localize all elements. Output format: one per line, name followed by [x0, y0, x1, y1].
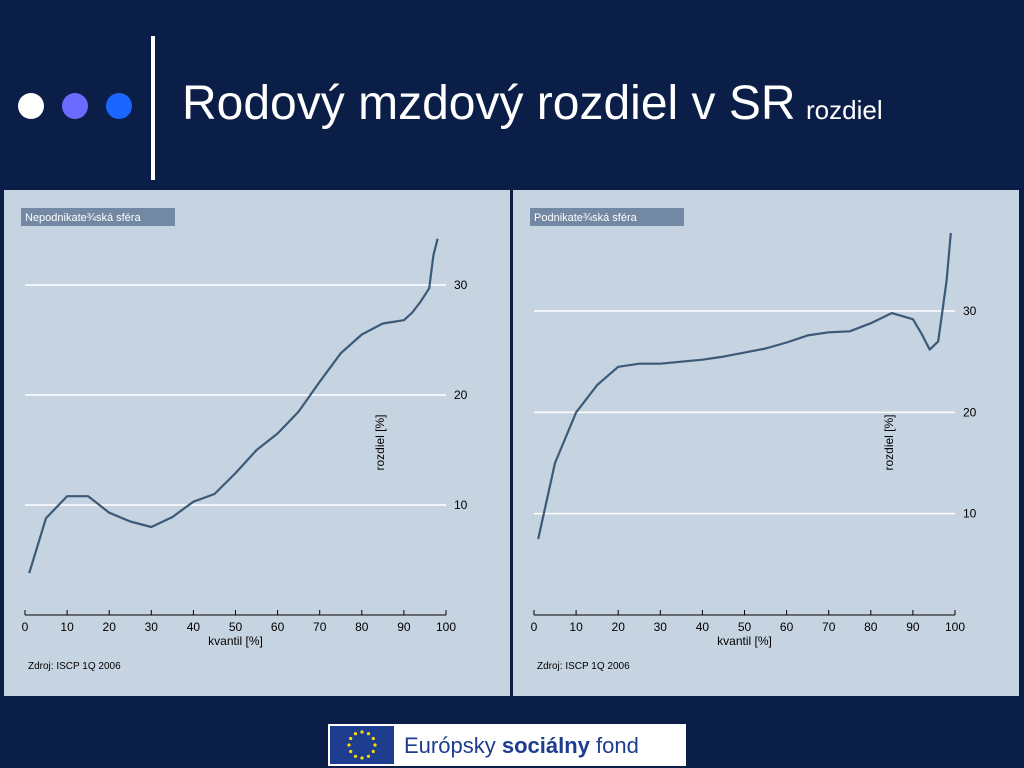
- x-tick-label: 20: [103, 620, 117, 634]
- eu-star-icon: [353, 754, 358, 758]
- blue-dot-icon: [106, 93, 132, 119]
- esf-text-suffix: fond: [596, 733, 639, 758]
- x-tick-label: 40: [696, 620, 710, 634]
- y-tick-label: 20: [963, 405, 977, 419]
- y-tick-label: 30: [963, 304, 977, 318]
- violet-dot-icon: [62, 93, 88, 119]
- eu-star-icon: [347, 743, 351, 747]
- x-tick-label: 90: [397, 620, 411, 634]
- x-tick-label: 80: [864, 620, 878, 634]
- x-tick-label: 80: [355, 620, 369, 634]
- slide-title-main: Rodový mzdový rozdiel v SR: [182, 77, 796, 130]
- y-axis-label: rozdiel [%]: [882, 414, 896, 470]
- slide-title: Rodový mzdový rozdiel v SR rozdiel: [182, 76, 883, 131]
- x-tick-label: 50: [738, 620, 752, 634]
- chart-source: Zdroj: ISCP 1Q 2006: [537, 661, 630, 672]
- esf-text-bold: sociálny: [501, 733, 590, 758]
- x-axis-label: kvantil [%]: [717, 634, 772, 648]
- x-tick-label: 10: [569, 620, 583, 634]
- x-axis-label: kvantil [%]: [208, 634, 263, 648]
- x-tick-label: 100: [436, 620, 456, 634]
- esf-text: Európsky sociálny fond: [404, 733, 639, 759]
- x-tick-label: 30: [654, 620, 668, 634]
- x-tick-label: 30: [145, 620, 159, 634]
- y-tick-label: 10: [963, 507, 977, 521]
- chart-title: Podnikate¾ská sféra: [534, 212, 638, 224]
- eu-star-icon: [366, 732, 371, 736]
- x-tick-label: 0: [22, 620, 29, 634]
- x-tick-label: 70: [822, 620, 836, 634]
- x-tick-label: 0: [531, 620, 538, 634]
- chart-title-box: [530, 208, 684, 226]
- series-line: [28, 238, 439, 574]
- chart-nonbusiness: Nepodnikate¾ská sféra 10 20 30 0 10 20 30 40 50 60…: [21, 208, 468, 648]
- chart-business: Podnikate¾ská sféra 10 20 30 0 10 20 30 40 50 60 70…: [530, 208, 977, 648]
- white-dot-icon: [18, 93, 44, 119]
- x-tick-label: 10: [60, 620, 74, 634]
- eu-star-icon: [360, 730, 364, 734]
- x-tick-label: 100: [945, 620, 965, 634]
- chart-title-box: [21, 208, 175, 226]
- x-tick-label: 70: [313, 620, 327, 634]
- eu-star-icon: [366, 754, 371, 758]
- x-tick-label: 40: [187, 620, 201, 634]
- eu-flag-icon: [330, 726, 394, 764]
- esf-text-prefix: Európsky: [404, 733, 496, 758]
- slide-title-subtitle: rozdiel: [806, 95, 883, 125]
- y-tick-label: 20: [454, 388, 468, 402]
- chart-title: Nepodnikate¾ská sféra: [25, 212, 141, 224]
- y-tick-label: 10: [454, 498, 468, 512]
- chart-source: Zdroj: ISCP 1Q 2006: [28, 661, 121, 672]
- y-tick-label: 30: [454, 278, 468, 292]
- eu-star-icon: [373, 743, 377, 747]
- x-tick-label: 20: [612, 620, 626, 634]
- chart-panel-nonbusiness: Nepodnikate¾ská sféra 10 20 30 0 10 20 30 40 50 60…: [4, 190, 510, 696]
- series-line: [537, 232, 952, 540]
- eu-star-icon: [360, 756, 364, 760]
- x-tick-label: 50: [229, 620, 243, 634]
- esf-logo: Európsky sociálny fond: [326, 722, 688, 768]
- eu-star-icon: [349, 736, 353, 741]
- eu-star-icon: [349, 749, 353, 754]
- x-tick-label: 60: [780, 620, 794, 634]
- chart-panel-business: Podnikate¾ská sféra 10 20 30 0 10 20 30 40 50 60 70…: [513, 190, 1019, 696]
- x-tick-label: 60: [271, 620, 285, 634]
- eu-star-icon: [371, 736, 375, 741]
- x-tick-label: 90: [906, 620, 920, 634]
- y-axis-label: rozdiel [%]: [373, 414, 387, 470]
- eu-star-icon: [353, 732, 358, 736]
- title-divider: [151, 36, 155, 180]
- eu-star-icon: [371, 749, 375, 754]
